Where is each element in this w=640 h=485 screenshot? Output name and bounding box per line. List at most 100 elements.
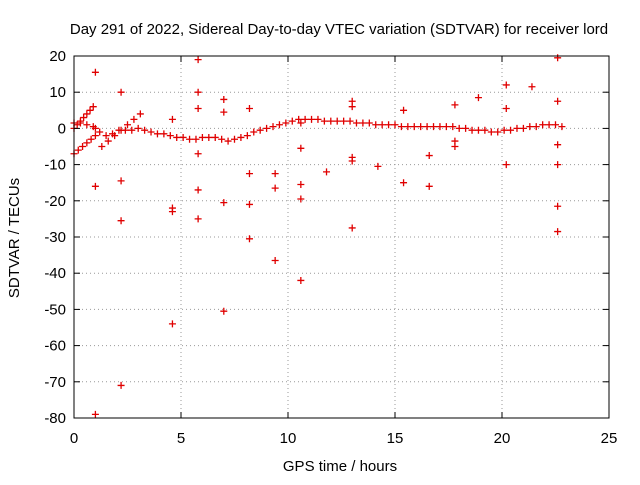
data-point	[545, 121, 553, 129]
data-point	[554, 141, 562, 149]
data-point	[194, 186, 202, 194]
y-tick-label: -20	[44, 193, 66, 210]
series-0	[70, 115, 566, 145]
data-point	[220, 95, 228, 103]
data-point	[153, 130, 161, 138]
data-point	[198, 133, 206, 141]
data-point	[451, 143, 459, 150]
data-point	[73, 121, 81, 129]
data-point	[220, 307, 228, 315]
data-point	[404, 123, 412, 131]
data-point	[128, 126, 136, 134]
x-tick-label: 20	[494, 430, 511, 447]
data-point	[487, 128, 495, 136]
data-point	[474, 94, 482, 102]
data-point	[554, 228, 562, 236]
data-point	[218, 135, 226, 143]
data-point	[271, 184, 279, 192]
data-point	[168, 320, 176, 328]
x-tick-label: 5	[177, 430, 185, 447]
data-point	[282, 119, 290, 127]
data-point	[502, 161, 510, 169]
y-tick-label: -80	[44, 410, 66, 427]
data-point	[372, 121, 380, 129]
data-point	[352, 119, 360, 127]
data-point	[91, 410, 99, 418]
y-tick-label: 10	[49, 84, 66, 101]
data-point	[507, 126, 515, 134]
data-point	[297, 181, 305, 189]
data-point	[528, 83, 536, 91]
tick-labels: 0 5 10 15 20 25 -80 -70 -60 -50 -40 -30 -20 -10 0 10 20	[44, 48, 617, 447]
data-point	[502, 81, 510, 89]
data-point	[348, 157, 356, 165]
data-point	[333, 117, 341, 125]
chart-title: Day 291 of 2022, Sidereal Day-to-day VTE…	[70, 21, 608, 38]
data-point	[76, 117, 84, 125]
data-point	[295, 115, 303, 123]
data-point	[449, 123, 457, 131]
data-point	[117, 177, 125, 185]
data-point	[297, 276, 305, 284]
data-point	[297, 144, 305, 152]
series-4	[91, 54, 562, 418]
data-point	[359, 119, 367, 127]
data-point	[423, 123, 431, 131]
data-point	[117, 381, 125, 389]
data-point	[481, 126, 489, 134]
data-point	[194, 215, 202, 223]
data-point	[494, 128, 502, 136]
data-point	[554, 54, 562, 62]
data-point	[348, 103, 356, 111]
data-point	[385, 121, 393, 129]
data-point	[374, 162, 382, 170]
data-point	[554, 97, 562, 105]
y-tick-label: -10	[44, 157, 66, 174]
data-point	[327, 117, 335, 125]
data-point	[245, 235, 253, 243]
data-point	[231, 135, 238, 143]
data-point	[74, 146, 82, 154]
x-tick-label: 15	[387, 430, 404, 447]
data-point	[194, 88, 202, 96]
data-point	[513, 124, 521, 132]
data-point	[194, 150, 202, 158]
data-point	[410, 123, 418, 131]
data-point	[558, 123, 566, 131]
data-point	[192, 135, 200, 143]
series-2	[70, 132, 99, 158]
data-point	[455, 124, 463, 132]
data-point	[83, 139, 91, 147]
data-point	[117, 217, 125, 225]
data-point	[186, 135, 194, 143]
data-point	[554, 161, 562, 169]
data-point	[308, 115, 316, 123]
grid	[74, 56, 609, 418]
data-point	[348, 224, 356, 232]
data-point	[89, 103, 97, 111]
data-point	[160, 130, 168, 138]
data-point	[168, 115, 176, 123]
data-point	[462, 124, 470, 132]
series-3	[98, 110, 144, 150]
data-point	[430, 123, 438, 131]
data-points	[70, 54, 566, 418]
y-tick-label: -30	[44, 229, 66, 246]
data-point	[320, 117, 328, 125]
data-point	[451, 101, 459, 109]
data-point	[400, 179, 408, 187]
data-point	[91, 124, 99, 132]
data-point	[263, 124, 271, 132]
x-tick-label: 10	[280, 430, 297, 447]
axis-ticks	[73, 55, 610, 419]
data-point	[173, 133, 181, 141]
data-point	[134, 124, 142, 132]
data-point	[365, 119, 373, 127]
data-point	[397, 123, 405, 131]
data-point	[502, 104, 510, 112]
data-point	[269, 123, 277, 131]
data-point	[168, 208, 176, 216]
data-point	[205, 133, 213, 141]
